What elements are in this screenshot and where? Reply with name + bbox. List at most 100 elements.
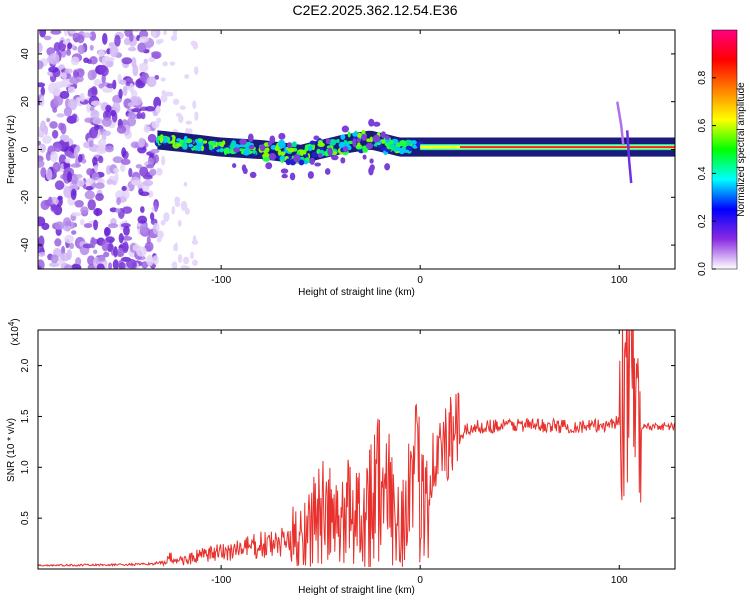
- noise-blob: [97, 138, 107, 149]
- ridge-blob: [293, 154, 301, 163]
- colorbar-tick-label: 0.2: [697, 214, 708, 228]
- ridge-blob: [269, 135, 276, 144]
- ridge-blob: [162, 136, 168, 144]
- noise-blob: [93, 207, 103, 216]
- ridge-blob: [214, 146, 219, 151]
- noise-blob: [72, 69, 78, 79]
- ridge-blob: [314, 162, 321, 167]
- x-tick-label: 100: [611, 275, 628, 286]
- noise-blob: [142, 179, 154, 187]
- ridge-blob: [328, 138, 337, 146]
- noise-blob: [139, 206, 145, 213]
- noise-blob: [87, 92, 93, 97]
- ridge-blob: [399, 139, 407, 147]
- noise-blob: [147, 133, 157, 143]
- noise-blob: [126, 258, 137, 269]
- noise-blob: [121, 57, 133, 65]
- noise-blob: [69, 242, 75, 249]
- ridge-blob: [372, 134, 381, 143]
- noise-blob: [50, 254, 59, 264]
- ridge-blob: [309, 157, 315, 165]
- ridge-blob: [298, 159, 305, 166]
- noise-blob: [63, 30, 69, 37]
- noise-blob: [45, 168, 53, 181]
- noise-blob: [86, 168, 94, 176]
- noise-blob: [43, 35, 52, 41]
- noise-blob: [118, 232, 124, 244]
- noise-blob: [64, 234, 74, 244]
- noise-blob: [177, 219, 182, 227]
- noise-blob: [70, 263, 82, 269]
- noise-blob: [117, 247, 125, 257]
- noise-blob: [97, 49, 105, 57]
- noise-blob: [138, 30, 149, 39]
- noise-blob: [125, 77, 134, 83]
- noise-blob: [122, 241, 129, 254]
- noise-blob: [84, 117, 95, 123]
- noise-blob: [65, 49, 72, 56]
- spike-lower: [625, 130, 633, 184]
- noise-blob: [106, 59, 114, 68]
- noise-blob: [54, 238, 62, 247]
- noise-blob: [40, 120, 47, 133]
- noise-blob: [71, 230, 77, 235]
- noise-blob: [75, 144, 81, 153]
- snr-line: [38, 330, 675, 568]
- spectrogram-plot: -100 0 100 -40 -20 0 20 40 Height of straight li…: [6, 29, 676, 298]
- noise-blob: [156, 223, 160, 232]
- noise-blob: [190, 40, 197, 46]
- ridge-blob: [188, 143, 194, 148]
- noise-blob: [139, 36, 149, 43]
- noise-blob: [41, 222, 50, 231]
- x-axis-label: Height of straight line (km): [298, 585, 415, 596]
- noise-blob: [97, 255, 106, 262]
- x-tick-label: 0: [417, 575, 423, 586]
- ridge-blob: [208, 144, 214, 151]
- ridge-blob: [252, 149, 257, 155]
- ridge-blob: [362, 154, 367, 160]
- ridge-blob: [404, 139, 412, 146]
- y-multiplier: (x104): [7, 318, 21, 345]
- noise-blob: [102, 32, 108, 45]
- ridge-blob: [289, 172, 296, 181]
- ridge-blob: [361, 133, 367, 141]
- noise-blob: [60, 123, 67, 135]
- noise-blob: [79, 218, 85, 226]
- ridge-blob: [313, 135, 320, 141]
- noise-blob: [144, 105, 156, 112]
- noise-blob: [71, 113, 78, 120]
- noise-blob: [45, 151, 52, 161]
- snr-frame: [37, 329, 676, 570]
- noise-blob: [148, 57, 156, 63]
- noise-blob: [86, 102, 91, 114]
- noise-blob: [91, 69, 97, 79]
- noise-blob: [180, 200, 188, 211]
- noise-blob: [62, 224, 72, 232]
- noise-blob: [76, 173, 83, 179]
- noise-blob: [185, 120, 192, 125]
- noise-blob: [84, 190, 95, 200]
- noise-blob: [132, 64, 139, 77]
- noise-blob: [128, 167, 133, 178]
- ridge-blob: [368, 118, 375, 127]
- noise-blob: [38, 60, 44, 70]
- noise-blob: [106, 178, 113, 185]
- noise-blob: [77, 44, 85, 55]
- spike-upper: [616, 101, 625, 145]
- noise-blob: [170, 34, 178, 42]
- noise-blob: [70, 188, 77, 201]
- noise-blob: [123, 225, 130, 236]
- ridge-blob: [179, 142, 188, 148]
- noise-blob: [157, 230, 164, 239]
- ridge-blob: [249, 171, 257, 179]
- noise-blob: [163, 212, 170, 222]
- noise-blob: [160, 77, 166, 82]
- y-tick-label: 2.0: [20, 358, 31, 372]
- y-tick-label: 20: [20, 96, 31, 108]
- ridge-blob: [342, 146, 349, 153]
- noise-blob: [160, 94, 168, 103]
- ridge-blob: [231, 141, 236, 148]
- noise-blob: [118, 261, 126, 269]
- noise-blob: [143, 126, 151, 131]
